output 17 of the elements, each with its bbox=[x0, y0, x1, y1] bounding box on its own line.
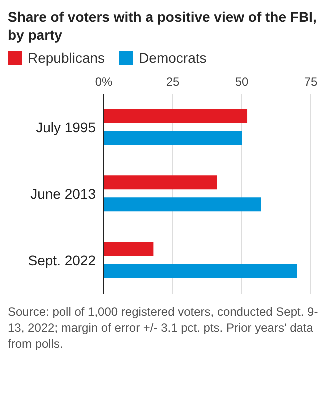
x-tick-label: 50 bbox=[235, 75, 249, 89]
x-tick-label: 75 bbox=[304, 75, 318, 89]
bar bbox=[104, 242, 154, 256]
y-tick-label: June 2013 bbox=[30, 186, 96, 202]
bar bbox=[104, 264, 298, 278]
bar bbox=[104, 198, 262, 212]
legend-label: Democrats bbox=[139, 50, 207, 66]
source-note: Source: poll of 1,000 registered voters, conducted Sept. 9-13, 2022; margin of error +/- 3.1 pct. pts. Prior years' data from polls. bbox=[8, 304, 320, 352]
bar bbox=[104, 176, 218, 190]
chart-title: Share of voters with a positive view of the FBI, by party bbox=[8, 8, 318, 44]
bar bbox=[104, 109, 248, 123]
y-tick-label: July 1995 bbox=[36, 119, 96, 136]
legend-label: Republicans bbox=[28, 50, 106, 66]
y-tick-label: Sept. 2022 bbox=[28, 252, 96, 269]
bar bbox=[104, 131, 242, 145]
x-tick-label: 25 bbox=[166, 75, 180, 89]
x-tick-label: 0% bbox=[95, 75, 113, 89]
